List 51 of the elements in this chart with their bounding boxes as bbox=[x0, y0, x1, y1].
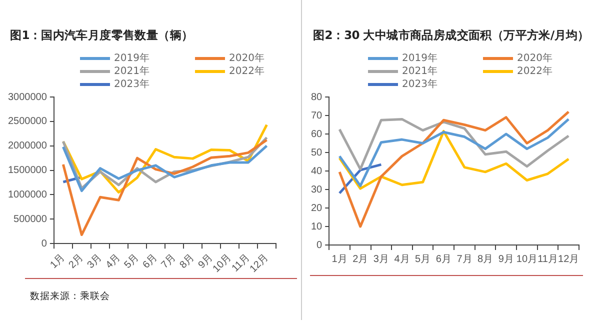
legend-label: 2019年 bbox=[402, 52, 438, 65]
x-tick-label: 3月 bbox=[85, 252, 104, 271]
y-tick-label: 30 bbox=[311, 184, 323, 196]
y-tick-label: 1500000 bbox=[8, 165, 48, 176]
y-tick-label: 3000000 bbox=[8, 92, 48, 103]
x-tick-label: 5月 bbox=[122, 252, 142, 271]
x-tick-label: 12月 bbox=[248, 252, 271, 275]
y-tick-label: 70 bbox=[311, 110, 323, 122]
source-note: 数据来源：乘联会 bbox=[30, 290, 110, 303]
y-tick-label: 1000000 bbox=[8, 189, 48, 200]
legend-label: 2020年 bbox=[229, 52, 264, 65]
x-tick-label: 10月 bbox=[516, 254, 538, 265]
x-tick-label: 2月 bbox=[352, 254, 368, 265]
x-tick-label: 7月 bbox=[160, 252, 178, 271]
x-tick-label: 7月 bbox=[456, 254, 472, 265]
legend-label: 2021年 bbox=[402, 65, 438, 78]
x-tick-label: 10月 bbox=[211, 252, 234, 275]
y-tick-label: 80 bbox=[311, 92, 323, 103]
chart-title: 图2：30 大中城市商品房成交面积（万平方米/月均） bbox=[313, 28, 590, 43]
x-tick-label: 4月 bbox=[394, 254, 410, 265]
y-tick-label: 40 bbox=[311, 166, 323, 177]
y-tick-label: 50 bbox=[311, 147, 323, 158]
legend-label: 2021年 bbox=[114, 65, 150, 78]
x-tick-label: 3月 bbox=[373, 254, 389, 265]
x-tick-label: 8月 bbox=[178, 252, 197, 271]
legend-label: 2022年 bbox=[229, 65, 264, 78]
legend-label: 2023年 bbox=[402, 78, 438, 91]
x-tick-label: 6月 bbox=[140, 252, 160, 271]
x-tick-label: 1月 bbox=[48, 252, 68, 271]
legend-label: 2020年 bbox=[517, 52, 552, 65]
x-tick-label: 4月 bbox=[104, 252, 123, 271]
chart-title: 图1：国内汽车月度零售数量（辆） bbox=[10, 28, 194, 43]
legend-label: 2022年 bbox=[517, 65, 552, 78]
x-tick-label: 12月 bbox=[558, 254, 580, 265]
y-tick-label: 10 bbox=[311, 221, 323, 232]
legend-label: 2019年 bbox=[114, 52, 150, 65]
x-tick-label: 8月 bbox=[478, 254, 494, 265]
x-tick-label: 2月 bbox=[66, 252, 86, 271]
y-tick-label: 60 bbox=[311, 128, 323, 140]
y-tick-label: 2000000 bbox=[8, 140, 48, 152]
x-tick-label: 9月 bbox=[498, 254, 514, 265]
y-tick-label: 0 bbox=[41, 238, 48, 250]
y-tick-label: 0 bbox=[316, 240, 323, 251]
x-tick-label: 6月 bbox=[436, 254, 452, 265]
legend-label: 2023年 bbox=[114, 78, 150, 91]
x-tick-label: 11月 bbox=[538, 254, 558, 265]
x-tick-label: 5月 bbox=[415, 254, 431, 265]
y-tick-label: 20 bbox=[311, 202, 323, 214]
y-tick-label: 500000 bbox=[14, 214, 48, 225]
x-tick-label: 1月 bbox=[332, 254, 348, 265]
y-tick-label: 2500000 bbox=[8, 116, 48, 128]
